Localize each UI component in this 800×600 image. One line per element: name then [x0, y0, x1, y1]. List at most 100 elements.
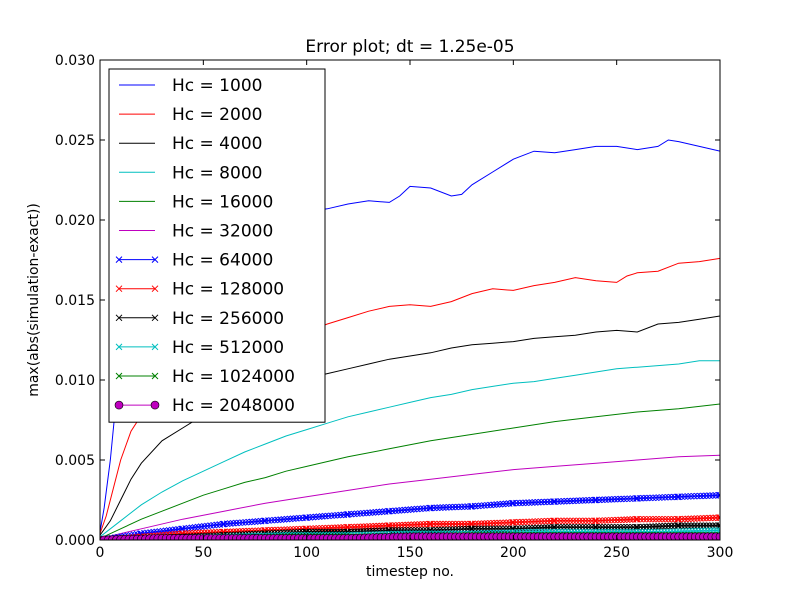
- data-point: [675, 493, 683, 501]
- data-point: [608, 516, 615, 524]
- series-line: [100, 403, 720, 539]
- data-point: [353, 523, 361, 531]
- data-point: [687, 515, 695, 523]
- data-point: [477, 520, 485, 527]
- data-point: [357, 523, 364, 531]
- data-point: [646, 515, 654, 523]
- data-point: [544, 498, 551, 506]
- data-point: [560, 497, 568, 505]
- data-point: [519, 499, 526, 507]
- data-point: [703, 522, 710, 529]
- data-point: [684, 522, 692, 529]
- data-point: [398, 521, 406, 529]
- data-point: [693, 515, 701, 522]
- data-point: [649, 515, 657, 523]
- data-point: [522, 499, 530, 507]
- data-point: [614, 523, 622, 531]
- legend-entry: Hc = 256000: [115, 309, 284, 329]
- data-point: [392, 522, 399, 529]
- data-point: [455, 520, 462, 528]
- data-point: [697, 515, 704, 522]
- data-point: [681, 493, 689, 500]
- y-tick-label: 0.000: [55, 533, 95, 549]
- data-point: [637, 494, 644, 502]
- y-tick-label: 0.015: [55, 293, 95, 309]
- legend-marker: [151, 372, 159, 380]
- data-point: [540, 498, 548, 506]
- data-point: [614, 495, 622, 503]
- data-point: [661, 522, 669, 530]
- data-point: [366, 523, 374, 530]
- legend-marker: [151, 285, 159, 293]
- legend-entry: Hc = 16000: [119, 192, 273, 212]
- series-line: [100, 517, 720, 540]
- data-point: [709, 492, 717, 499]
- legend-marker: [115, 285, 123, 293]
- data-point: [678, 522, 686, 529]
- data-point: [715, 532, 720, 540]
- x-tick-label: 100: [293, 545, 320, 561]
- data-point: [716, 527, 720, 534]
- x-tick-label: 250: [603, 545, 630, 561]
- data-point: [693, 492, 701, 500]
- data-point: [601, 523, 609, 531]
- data-point: [601, 496, 609, 503]
- data-point: [566, 517, 574, 525]
- series-line: [100, 494, 720, 540]
- series-line: [100, 315, 720, 536]
- y-tick-label: 0.030: [55, 53, 95, 69]
- data-point: [461, 520, 469, 528]
- data-point: [509, 519, 517, 526]
- legend-entry: Hc = 32000: [119, 222, 273, 242]
- data-point: [484, 520, 491, 527]
- data-point: [640, 494, 647, 502]
- data-point: [675, 522, 683, 529]
- data-point: [617, 495, 625, 503]
- data-point: [626, 516, 634, 523]
- data-point: [684, 493, 692, 500]
- data-point: [700, 492, 707, 500]
- data-point: [620, 495, 628, 503]
- data-point: [675, 515, 683, 523]
- data-point: [690, 515, 698, 522]
- data-point: [576, 497, 583, 504]
- legend-marker: [115, 314, 123, 322]
- data-point: [372, 522, 380, 530]
- x-tick-label: 0: [96, 545, 105, 561]
- data-point: [703, 492, 710, 500]
- y-tick-label: 0.010: [55, 373, 95, 389]
- data-point: [579, 497, 586, 504]
- data-point: [617, 523, 625, 531]
- data-point: [664, 515, 672, 523]
- data-point: [461, 503, 469, 511]
- legend-marker: [115, 343, 123, 351]
- data-point: [706, 522, 714, 529]
- data-point: [605, 516, 612, 524]
- data-point: [592, 523, 600, 531]
- data-point: [471, 520, 479, 528]
- data-point: [678, 493, 686, 501]
- x-axis: 0 50 100 150 200 250 300: [96, 60, 733, 561]
- data-point: [706, 492, 714, 499]
- data-point: [715, 491, 720, 499]
- data-point: [439, 504, 447, 511]
- data-point: [455, 503, 462, 511]
- data-point: [404, 521, 412, 529]
- data-point: [560, 517, 568, 525]
- legend-entry: Hc = 1000: [119, 76, 262, 96]
- legend-marker: [115, 372, 123, 380]
- legend-label: Hc = 64000: [172, 251, 273, 271]
- data-point: [595, 496, 603, 504]
- data-point: [687, 522, 695, 529]
- data-point: [413, 521, 421, 528]
- series-3: [100, 360, 720, 538]
- data-point: [557, 498, 565, 505]
- data-point: [516, 518, 523, 526]
- data-point: [442, 520, 450, 528]
- data-point: [531, 518, 539, 525]
- data-point: [531, 499, 539, 506]
- data-point: [490, 519, 498, 527]
- data-point: [471, 525, 479, 533]
- data-point: [452, 503, 459, 511]
- data-point: [363, 523, 370, 530]
